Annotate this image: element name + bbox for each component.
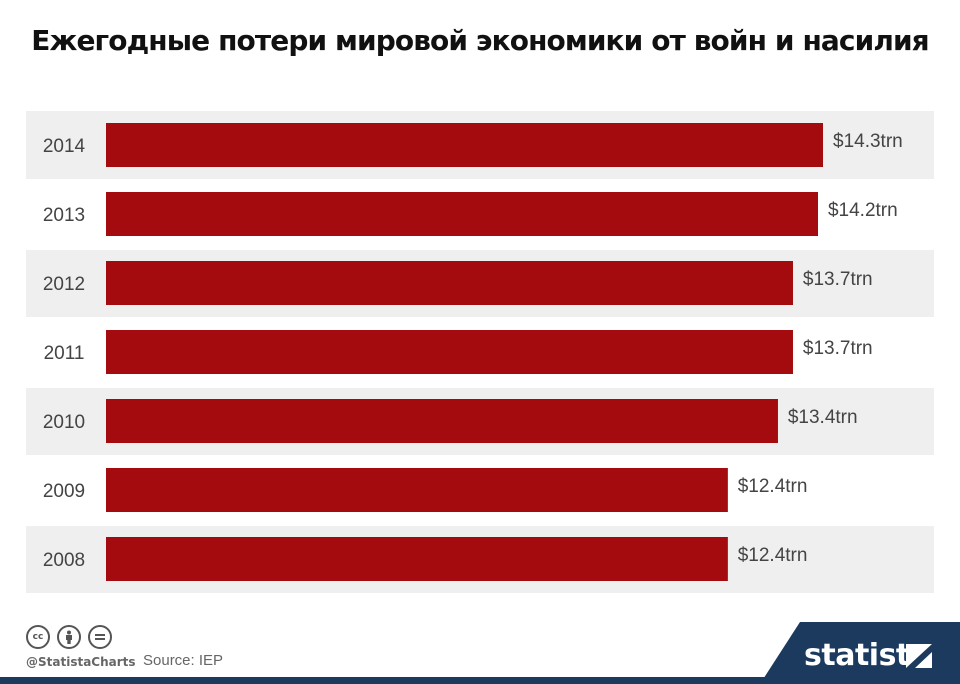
category-label: 2011 [44,343,85,364]
bar-overlay-2009 [106,468,728,512]
value-label: $12.4trn [738,545,808,566]
bar-overlay-2010 [106,399,778,443]
bar-overlay-2012 [106,261,793,305]
band-strip [26,456,934,468]
band-strip [26,581,934,593]
band-strip [26,249,934,261]
value-label: $12.4trn [738,476,808,497]
band-strip [26,318,934,330]
value-label: $14.2trn [828,200,898,221]
category-label: 2008 [43,550,85,571]
band-strip [26,512,934,524]
row-separator [0,455,960,457]
row-separator [0,317,960,319]
bar-overlay-2008 [106,537,728,581]
category-label: 2014 [43,136,86,157]
row-separator [0,524,960,526]
band-strip [26,525,934,537]
value-label: $13.7trn [803,269,873,290]
bar-overlay-2014 [106,123,823,167]
page-title: Ежегодные потери мировой экономики от во… [31,24,929,57]
row-gaps [0,179,960,526]
value-label: $13.4trn [788,407,858,428]
value-labels: $14.3trn $14.2trn $13.7trn $13.7trn $13.4trn… [738,131,903,566]
band-strip [26,387,934,399]
category-label: 2013 [43,205,85,226]
band-strip [26,374,934,386]
band-strip [26,167,934,179]
row-separator [0,248,960,250]
band-overlay [26,111,934,593]
band-strip [26,305,934,317]
category-labels: 2014 2013 2012 2011 2010 2009 2008 [43,136,86,571]
category-label: 2010 [43,412,85,433]
row-separator [0,386,960,388]
band-strip [26,111,934,123]
band-strip [26,180,934,192]
band-strip [26,443,934,455]
value-label: $14.3trn [833,131,903,152]
category-label: 2009 [43,481,85,502]
row-separator [0,179,960,181]
band-strip [26,236,934,248]
category-label: 2012 [43,274,85,295]
bar-overlay-2013 [106,192,818,236]
bar-overlay-2011 [106,330,793,374]
value-label: $13.7trn [803,338,873,359]
